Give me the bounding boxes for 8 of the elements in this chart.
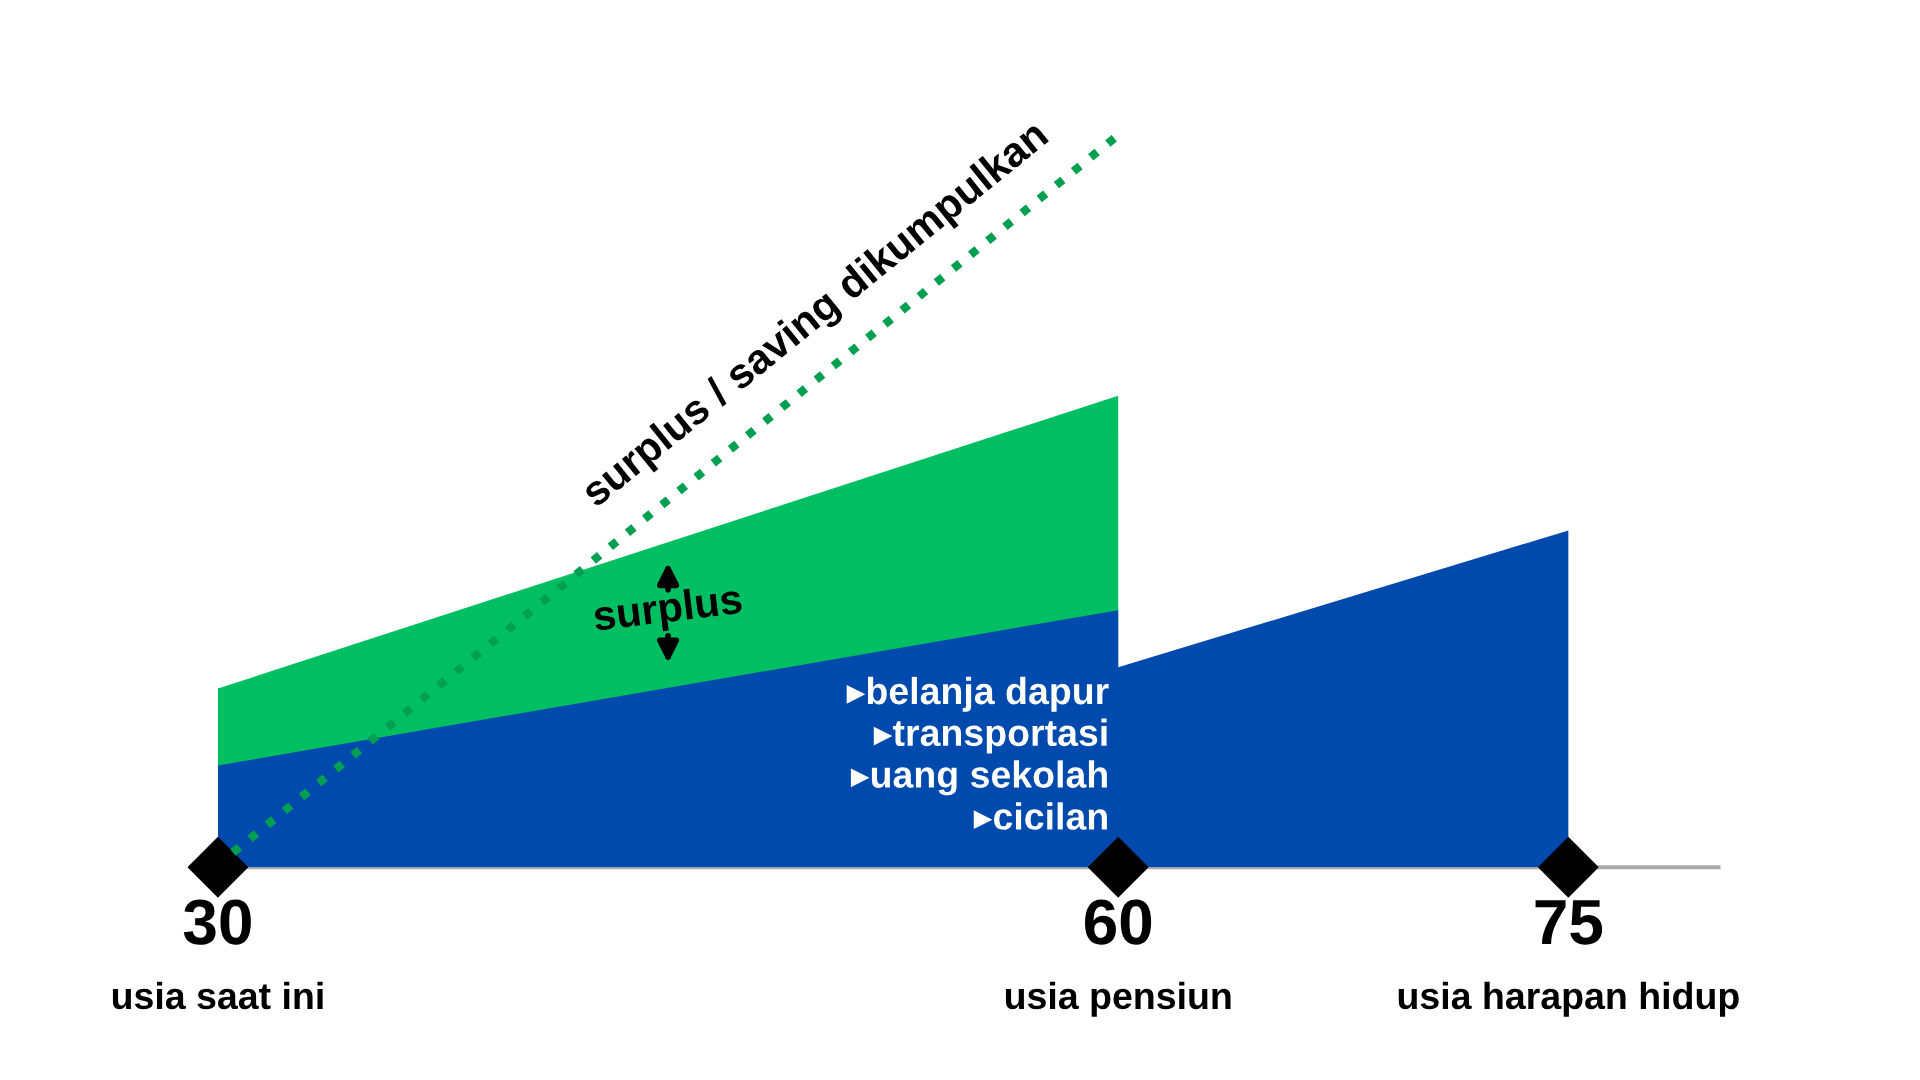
- text: usia pensiun: [1005, 981, 1231, 1017]
- text: usia saat ini: [112, 981, 323, 1010]
- x-tick-label: 60: [1085, 899, 1152, 945]
- x-tick-label: 30: [183, 899, 251, 945]
- x-tick-label: 75: [1535, 900, 1603, 945]
- text: usia harapan hidup: [1398, 981, 1739, 1017]
- annotation: ▸belanja dapur ▸transportasi ▸uang sekolah ▸cicilan: [846, 676, 1109, 830]
- annotation: surplus: [592, 582, 744, 640]
